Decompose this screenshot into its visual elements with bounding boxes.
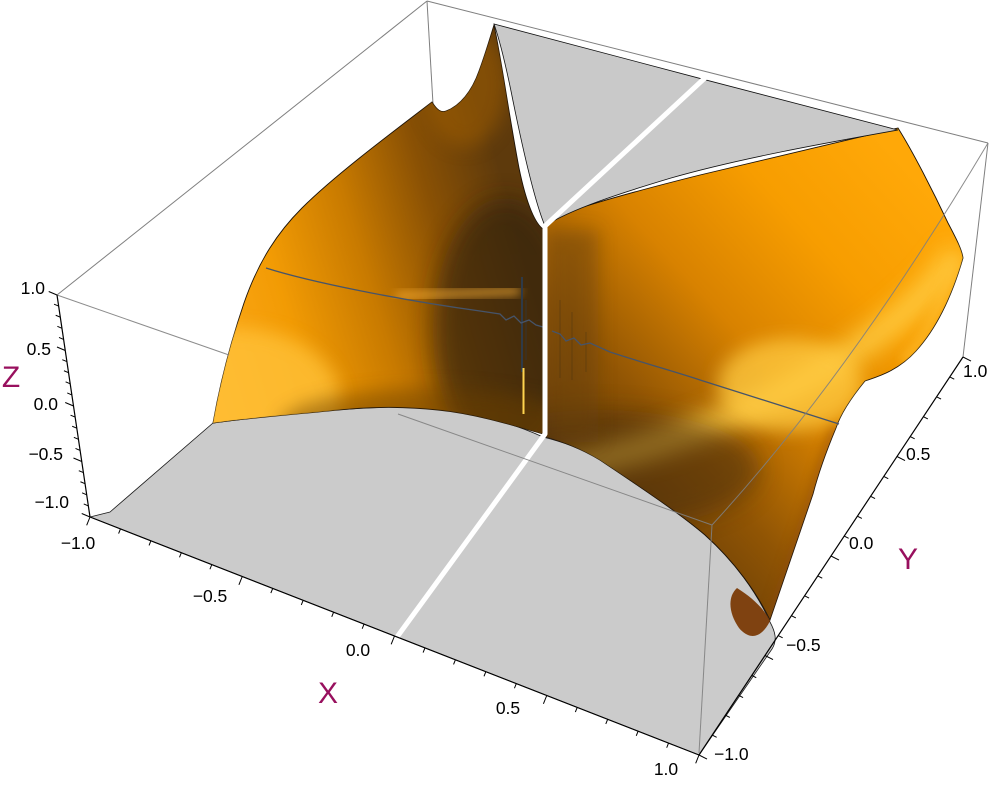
box-edge-front-top-left-a [56,294,230,356]
plot-box-wireframe-back [56,0,989,358]
y-tick-label: −0.5 [786,635,821,655]
tick-labels: 1.0 0.5 0.0 −0.5 −1.0 −1.0 −0.5 0.0 0.5 … [21,278,988,779]
x-tick-label: 0.5 [496,698,520,718]
axes [48,291,972,764]
zero-contour-line [265,267,840,425]
box-edge-top-left [56,0,428,296]
z-tick-label: −1.0 [34,492,69,512]
y-axis-label: Y [898,543,918,576]
surface-underside-maroon [730,588,770,636]
z-tick-label: −0.5 [28,444,63,464]
y-axis-ticks [698,356,972,760]
x-tick-label: −1.0 [61,533,96,553]
exclusion-strip [394,74,709,639]
axis-letters: X Y Z [2,361,918,710]
z-axis-label: Z [2,361,20,394]
box-edge-front-top-left-b [397,413,713,526]
y-tick-label: 0.0 [849,533,874,553]
x-axis-label: X [318,677,338,710]
box-edge-top-back [426,0,989,144]
x-axis-ticks [86,516,700,764]
z-tick-label: 1.0 [21,278,46,298]
y-tick-label: 1.0 [963,361,988,381]
z-tick-label: 0.5 [27,339,51,359]
plot-box-wireframe-front [56,142,989,754]
y-tick-label: 0.5 [906,444,930,464]
z-tick-label: 0.0 [34,394,59,414]
clipped-region-top-cap [493,23,899,227]
y-tick-label: −1.0 [714,744,749,764]
box-edge-front-right-vertical [698,524,713,754]
x-tick-label: 1.0 [654,759,679,779]
box-edge-back-vertical [426,0,434,105]
x-tick-label: −0.5 [193,586,228,606]
z-axis-ticks [48,291,91,518]
box-edge-right-vertical [962,142,989,358]
x-tick-label: 0.0 [346,640,371,660]
box-edge-front-top-right [711,142,989,526]
